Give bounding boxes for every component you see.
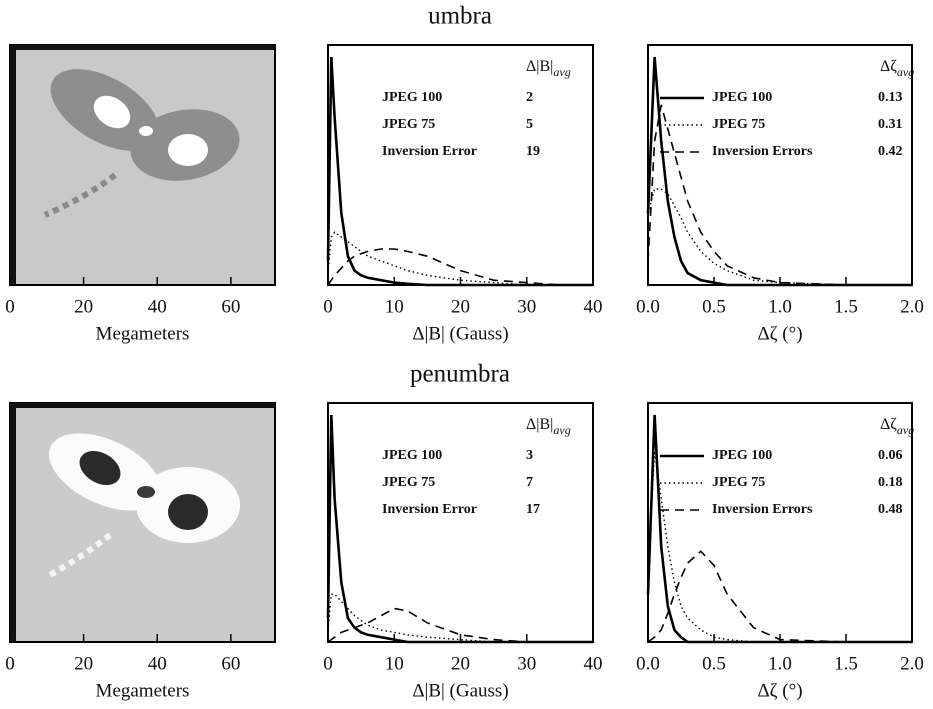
series-line: [326, 414, 593, 644]
series-line: [646, 414, 912, 644]
legend-label: JPEG 75: [382, 475, 435, 490]
series-line: [326, 56, 593, 287]
x-tick-label: 0: [323, 653, 333, 674]
legend-header-sub: avg: [897, 65, 914, 79]
plot-frame: [327, 402, 594, 643]
x-tick-label: 0.5: [702, 296, 726, 317]
x-tick-label: 40: [148, 296, 167, 317]
legend-header-main: Δ|B|: [526, 416, 553, 433]
x-tick-label: 0.5: [702, 653, 726, 674]
legend-value: 0.31: [878, 117, 903, 132]
legend-value: 2: [526, 90, 533, 105]
legend-label: Inversion Error: [382, 502, 477, 517]
legend-value: 0.42: [878, 144, 903, 159]
series-line: [647, 450, 912, 643]
legend-value: 0.06: [878, 448, 903, 463]
series-line: [647, 550, 912, 643]
series-line: [647, 188, 912, 286]
legend-header: Δ|B|avg: [526, 416, 571, 437]
legend-header-sub: avg: [553, 65, 570, 79]
x-tick-label: 40: [148, 653, 167, 674]
magnetogram-umbra: [9, 44, 276, 286]
x-tick-label: 60: [221, 296, 240, 317]
legend-header-main: Δ|B|: [526, 58, 553, 75]
legend-header: Δζavg: [880, 416, 914, 437]
x-tick-label: 1.5: [834, 653, 858, 674]
x-tick-label: 20: [451, 296, 470, 317]
x-tick-label: 0.0: [636, 296, 660, 317]
x-tick-label: 2.0: [900, 653, 924, 674]
legend-value: 17: [526, 502, 540, 517]
legend-label: JPEG 75: [382, 117, 435, 132]
x-tick-label: 0: [5, 653, 15, 674]
x-axis-label: Δ|B| (Gauss): [412, 680, 508, 701]
legend-label: JPEG 75: [712, 117, 765, 132]
x-tick-label: 1.0: [768, 653, 792, 674]
x-tick-label: 40: [584, 296, 603, 317]
row-title: umbra: [428, 3, 492, 30]
legend-label: JPEG 100: [712, 90, 772, 105]
series-line: [647, 104, 912, 286]
plot-frame: [647, 44, 913, 286]
legend-value: 19: [526, 144, 540, 159]
x-tick-label: 1.0: [768, 296, 792, 317]
legend-label: Inversion Error: [382, 144, 477, 159]
x-tick-label: 2.0: [900, 296, 924, 317]
x-tick-label: 20: [74, 296, 93, 317]
legend-label: JPEG 100: [382, 448, 442, 463]
legend-header-sub: avg: [897, 423, 914, 437]
legend-header-main: Δζ: [880, 58, 897, 75]
series-line: [327, 248, 593, 286]
plot-frame: [647, 402, 913, 643]
legend-label: Inversion Errors: [712, 502, 813, 517]
legend-label: JPEG 100: [712, 448, 772, 463]
legend-header: Δ|B|avg: [526, 58, 571, 79]
legend-header: Δζavg: [880, 58, 914, 79]
legend-value: 0.18: [878, 475, 903, 490]
x-axis-label: Δζ (°): [757, 680, 802, 701]
series-line: [327, 593, 593, 643]
x-tick-label: 20: [74, 653, 93, 674]
x-tick-label: 30: [517, 296, 536, 317]
row-title: penumbra: [410, 361, 510, 388]
x-tick-label: 10: [385, 296, 404, 317]
legend-header-sub: avg: [553, 423, 570, 437]
x-tick-label: 30: [517, 653, 536, 674]
x-axis-label: Δζ (°): [757, 323, 802, 344]
x-tick-label: 60: [221, 653, 240, 674]
magnetogram-penumbra: [9, 402, 276, 643]
legend-label: JPEG 75: [712, 475, 765, 490]
x-axis-label: Megameters: [96, 323, 190, 344]
legend-label: JPEG 100: [382, 90, 442, 105]
legend-value: 0.48: [878, 502, 903, 517]
x-tick-label: 40: [584, 653, 603, 674]
legend-value: 5: [526, 117, 533, 132]
legend-value: 3: [526, 448, 533, 463]
legend-header-main: Δζ: [880, 416, 897, 433]
x-tick-label: 0: [5, 296, 15, 317]
x-tick-label: 20: [451, 653, 470, 674]
x-axis-label: Megameters: [96, 680, 190, 701]
x-tick-label: 10: [385, 653, 404, 674]
x-tick-label: 0: [323, 296, 333, 317]
legend-value: 0.13: [878, 90, 903, 105]
x-axis-label: Δ|B| (Gauss): [412, 323, 508, 344]
plot-frame: [327, 44, 594, 286]
legend-value: 7: [526, 475, 533, 490]
series-line: [646, 56, 912, 287]
x-tick-label: 0.0: [636, 653, 660, 674]
x-tick-label: 1.5: [834, 296, 858, 317]
legend-label: Inversion Errors: [712, 144, 813, 159]
